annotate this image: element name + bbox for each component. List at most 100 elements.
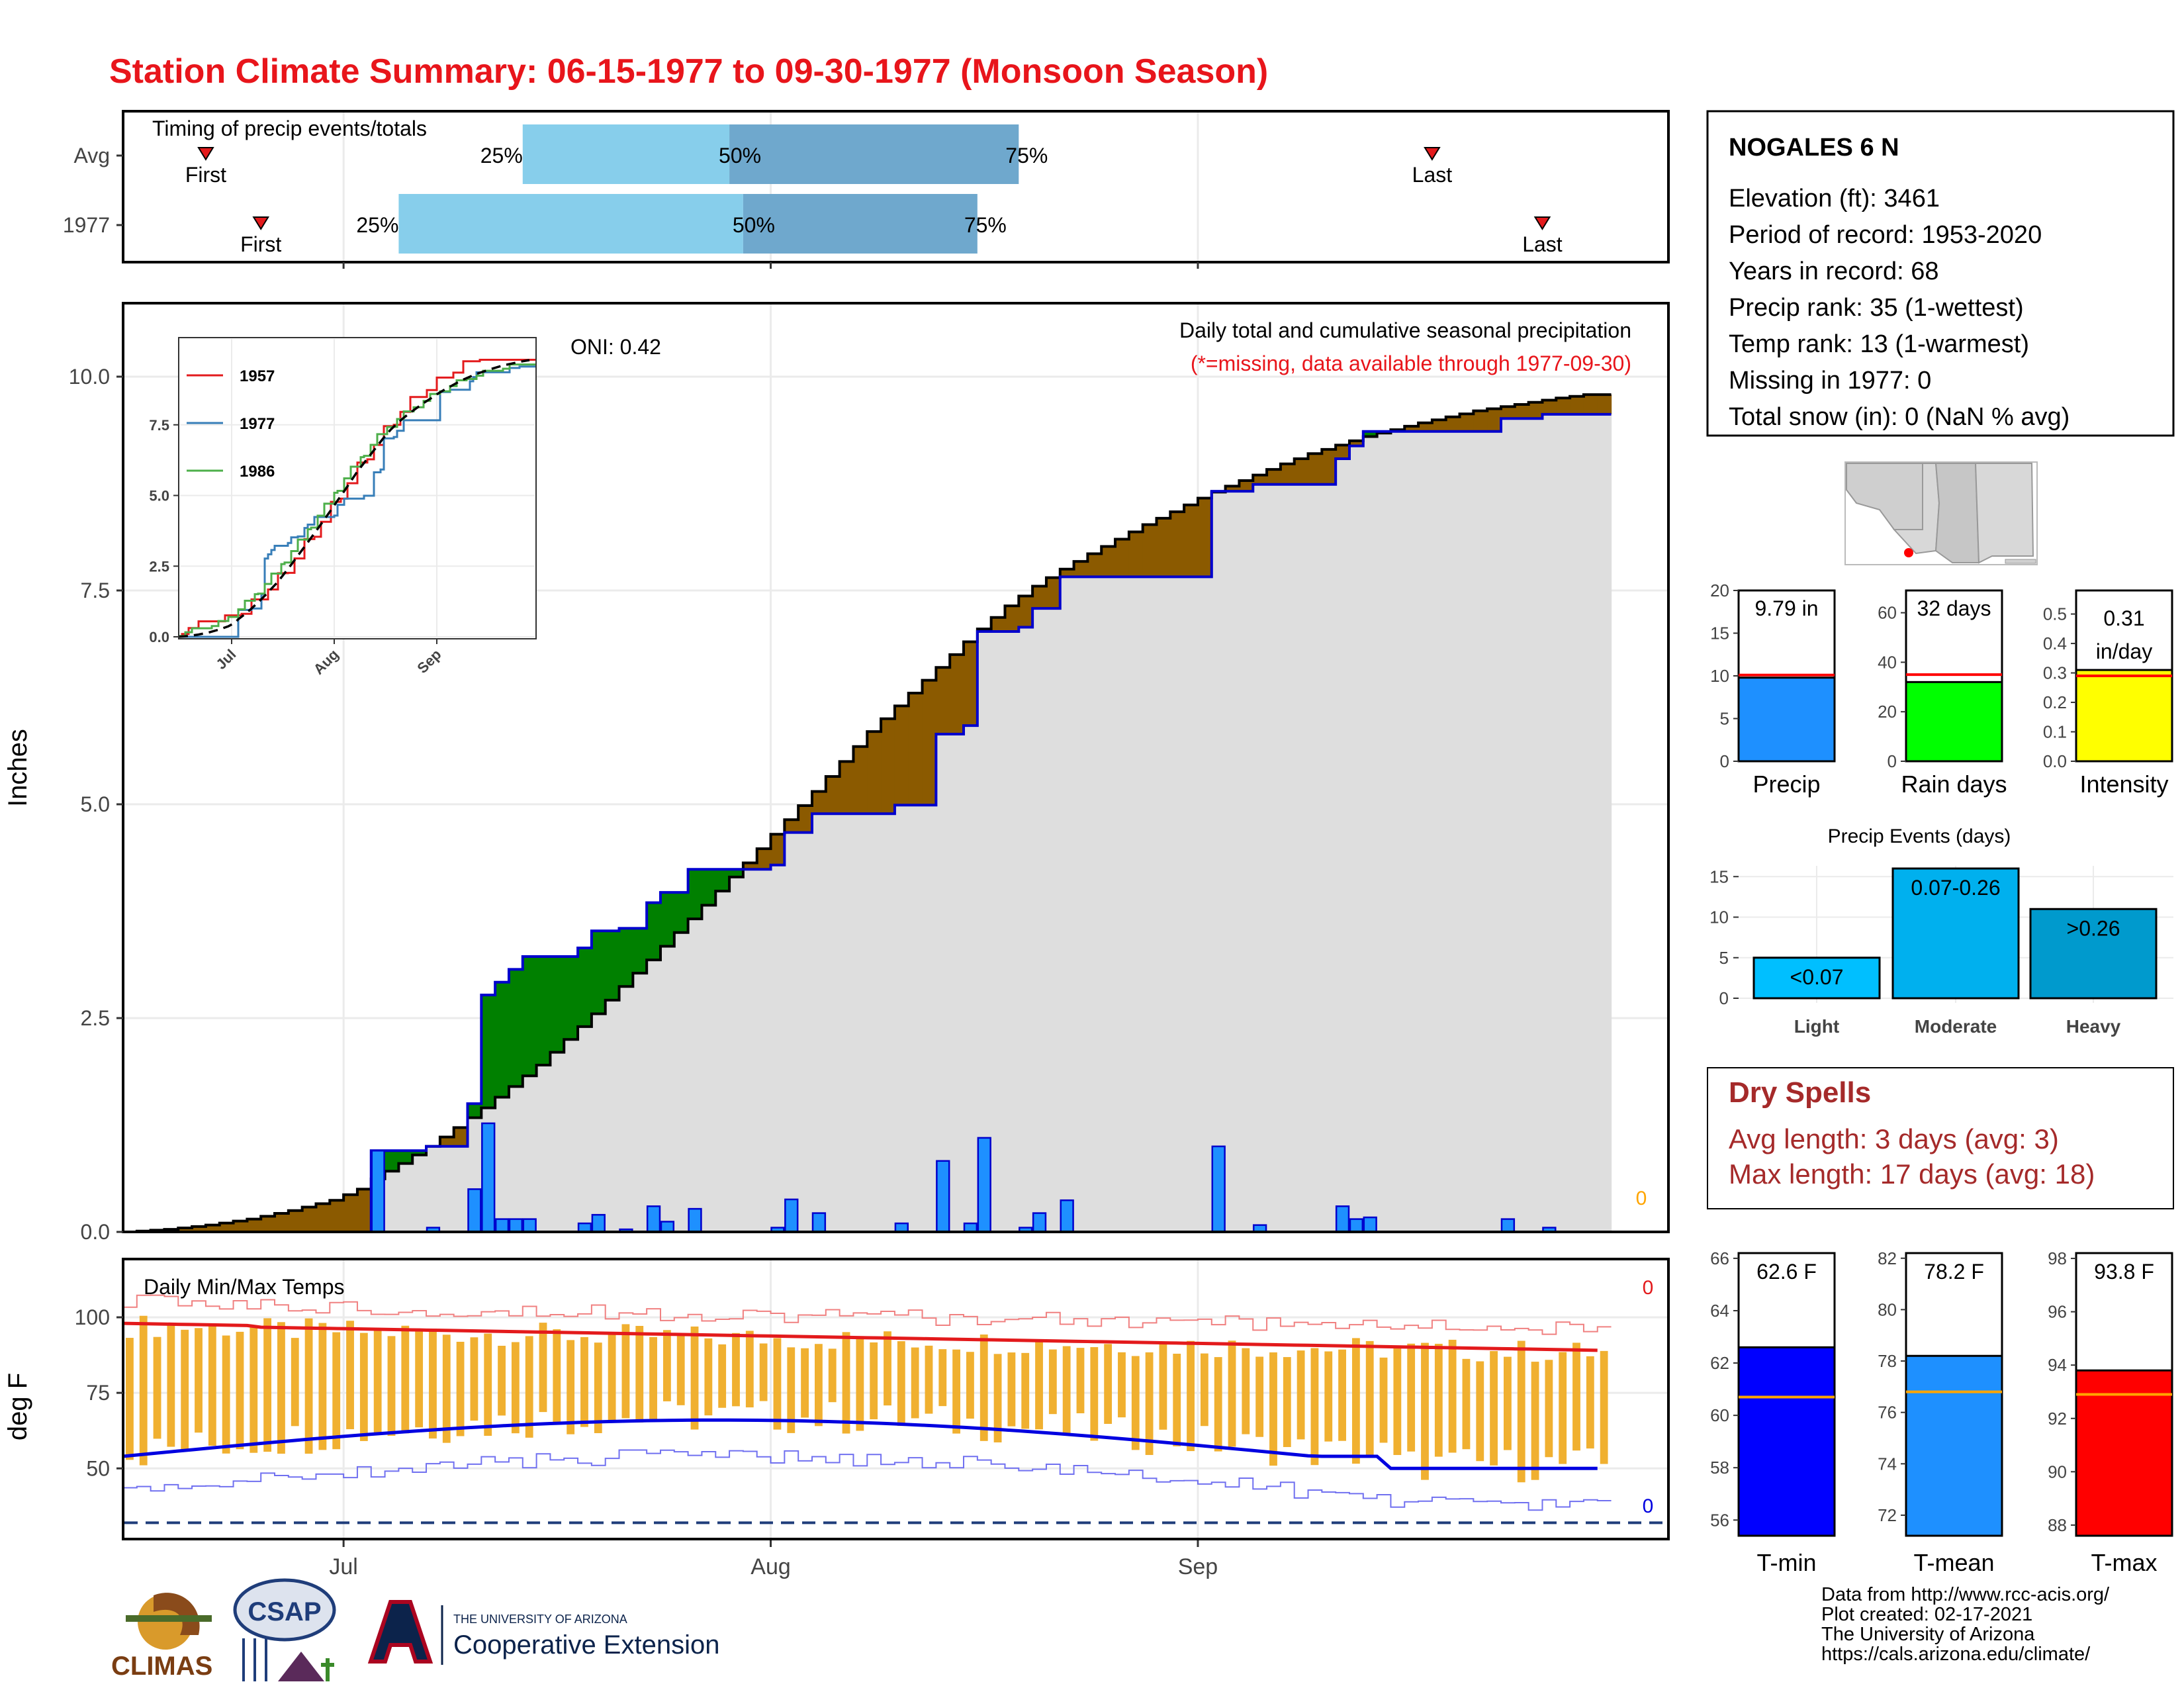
daily-temp-bar — [1021, 1352, 1030, 1429]
summary-bar-value — [1737, 677, 1836, 763]
below-average-fill — [743, 863, 758, 870]
events-category-label: Light — [1794, 1016, 1839, 1037]
daily-temp-bar — [1434, 1344, 1443, 1457]
temp-bar-value-label: 62.6 F — [1756, 1260, 1817, 1284]
cumulative-base-fill — [1156, 577, 1171, 1232]
daily-temp-bar — [856, 1338, 864, 1431]
cumulative-base-fill — [784, 832, 799, 1232]
cumulative-base-fill — [1514, 418, 1529, 1232]
below-average-fill — [247, 1219, 261, 1232]
above-average-fill — [660, 892, 675, 947]
above-average-fill — [702, 869, 716, 906]
temp-bar-y-tick-label: 58 — [1710, 1458, 1729, 1477]
station-details: Elevation (ft): 3461 Period of record: 19… — [1729, 185, 2070, 431]
daily-temp-bar — [1269, 1352, 1277, 1466]
timing-panel-label: Timing of precip events/totals — [152, 117, 427, 140]
station-detail-line: Total snow (in): 0 (NaN % avg) — [1729, 403, 2070, 431]
daily-temp-bar — [911, 1347, 919, 1419]
below-average-fill — [1239, 480, 1253, 492]
daily-precip-bar — [1500, 1218, 1516, 1233]
precip-missing-count: 0 — [1636, 1188, 1647, 1209]
below-average-fill — [302, 1207, 317, 1232]
daily-temp-bar — [1283, 1357, 1291, 1447]
below-average-fill — [1060, 569, 1075, 577]
cumulative-base-fill — [1005, 632, 1019, 1232]
events-bar-label: <0.07 — [1790, 965, 1844, 989]
cumulative-base-fill — [1115, 577, 1130, 1232]
daily-temp-bar — [979, 1334, 988, 1441]
daily-temp-bar — [429, 1329, 437, 1439]
below-average-fill — [991, 617, 1006, 632]
daily-precip-bar — [508, 1218, 523, 1233]
cumulative-base-fill — [439, 1146, 455, 1232]
footer-line: Data from http://www.rcc-acis.org/ — [1821, 1584, 2110, 1605]
timing-panel: Timing of precip events/totals Avg 25% 50%… — [63, 110, 1670, 263]
below-average-fill — [261, 1216, 275, 1232]
summary-y-tick-label: 20 — [1878, 702, 1897, 722]
daily-temp-bar — [1559, 1352, 1567, 1464]
timing-first-label: First — [185, 163, 226, 187]
cumulative-base-fill — [798, 832, 813, 1232]
timing-row-label: 1977 — [63, 213, 110, 237]
daily-temp-bar — [1351, 1338, 1360, 1464]
daily-temp-bar — [1600, 1350, 1608, 1464]
below-average-fill — [1583, 395, 1598, 414]
below-average-fill — [1128, 532, 1144, 577]
daily-precip-bar — [646, 1205, 661, 1233]
daily-temp-bar — [1324, 1351, 1333, 1442]
daily-precip-bar — [1349, 1218, 1364, 1233]
cumulative-base-fill — [1101, 577, 1116, 1232]
daily-temp-bar — [263, 1318, 272, 1452]
cumulative-base-fill — [977, 632, 992, 1232]
daily-temp-bar — [1048, 1349, 1057, 1415]
daily-temp-bar — [139, 1315, 148, 1466]
daily-precip-bar — [811, 1212, 827, 1233]
cumulative-base-fill — [1418, 431, 1433, 1232]
daily-temp-bar — [484, 1333, 492, 1436]
precip-panel: 0.0 2.5 5.0 7.5 10.0 Inches Daily total and … — [3, 302, 1670, 1244]
climas-wordmark: CLIMAS — [111, 1652, 212, 1681]
events-y-tick-label: 15 — [1709, 867, 1729, 886]
summary-y-tick-label: 0.2 — [2043, 692, 2067, 712]
daily-temp-bar — [442, 1335, 451, 1443]
inset-background — [179, 338, 536, 639]
timing-last-marker — [1533, 216, 1551, 230]
daily-temp-bar — [1586, 1356, 1594, 1449]
below-average-fill — [1046, 577, 1061, 609]
daily-precip-bar — [1032, 1212, 1047, 1233]
cumulative-base-fill — [1197, 577, 1212, 1232]
below-average-fill — [1322, 449, 1336, 485]
daily-temp-bar — [704, 1338, 713, 1416]
cumulative-base-fill — [508, 1086, 523, 1232]
cumulative-base-fill — [1211, 492, 1226, 1233]
daily-temp-bar — [1131, 1356, 1140, 1450]
below-average-fill — [839, 761, 854, 814]
daily-precip-bar — [371, 1150, 385, 1233]
daily-temp-bar — [470, 1337, 478, 1421]
station-info: NOGALES 6 N Elevation (ft): 3461 Period o… — [1706, 110, 2175, 437]
figure-title: Station Climate Summary: 06-15-1977 to 0… — [109, 52, 1268, 91]
above-average-fill — [412, 1150, 427, 1155]
temp-bar-y-tick-label: 90 — [2048, 1462, 2067, 1481]
daily-temp-bar — [635, 1325, 644, 1423]
below-average-fill — [1501, 406, 1516, 419]
temp-panel-label: Daily Min/Max Temps — [144, 1275, 344, 1299]
temp-bar-label: T-max — [2091, 1549, 2157, 1576]
daily-precip-bar — [467, 1188, 482, 1233]
timing-first-label: First — [240, 232, 281, 256]
summary-bar-intensity: 0.31 in/day 0.0 0.1 0.2 0.3 0.4 0.5 Intensity — [2043, 589, 2173, 798]
daily-temp-bar — [1504, 1356, 1512, 1450]
timing-last-label: Last — [1412, 163, 1453, 187]
cumulative-base-fill — [894, 805, 909, 1232]
precip-events-chart: Precip Events (days) <0.07 Light 0.07-0.26… — [1709, 825, 2173, 1037]
daily-temp-bar — [621, 1324, 630, 1419]
precip-y-tick-label: 5.0 — [81, 792, 110, 816]
daily-temp-bar — [553, 1329, 561, 1423]
station-detail-line: Temp rank: 13 (1-warmest) — [1729, 330, 2029, 358]
csap-cactus-icon — [321, 1658, 334, 1681]
daily-temp-bar — [195, 1328, 203, 1433]
temp-bar-t-max: 93.8 F 88 90 92 94 96 98 T-max — [2048, 1248, 2173, 1576]
daily-temp-bar — [153, 1336, 161, 1439]
summary-bar-value — [2075, 669, 2173, 763]
daily-temp-bar — [801, 1348, 809, 1418]
